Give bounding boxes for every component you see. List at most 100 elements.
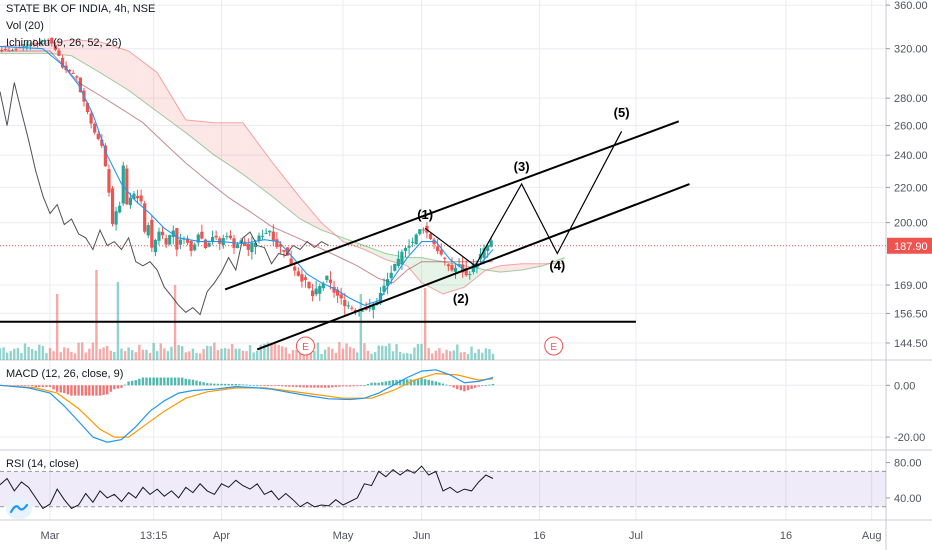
macd-histogram-bar <box>123 384 127 386</box>
time-axis-label: May <box>333 530 354 542</box>
ichimoku-cloud-segment <box>78 40 86 65</box>
volume-bar <box>273 343 277 360</box>
macd-histogram-bar <box>152 377 155 386</box>
volume-bar <box>48 348 52 360</box>
rsi-axis-label: 40.00 <box>894 493 922 505</box>
volume-bar <box>398 351 402 360</box>
macd-histogram-bar <box>88 385 91 396</box>
volume-bar <box>481 352 484 360</box>
macd-histogram-bar <box>102 385 105 395</box>
volume-bar <box>102 347 105 360</box>
volume-bar <box>2 347 5 360</box>
candle-body <box>228 235 233 239</box>
candle-body <box>289 258 293 265</box>
macd-histogram-bar <box>59 385 62 393</box>
ichimoku-cloud-segment <box>64 39 72 56</box>
candle-body <box>107 169 111 193</box>
candle-body <box>400 251 404 265</box>
macd-histogram-bar <box>291 385 295 387</box>
macd-histogram-bar <box>138 378 141 386</box>
volume-bar <box>5 352 9 360</box>
macd-histogram-bar <box>234 384 237 386</box>
candle-body <box>257 235 261 241</box>
macd-histogram-bar <box>266 385 270 387</box>
macd-histogram-bar <box>395 379 398 386</box>
rsi-band <box>0 471 886 507</box>
candle-body <box>207 242 211 247</box>
volume-bar <box>134 352 137 360</box>
time-axis-label: Aug <box>862 530 882 542</box>
candle-body <box>189 240 193 251</box>
volume-bar <box>148 353 152 360</box>
volume-bar <box>431 353 434 360</box>
macd-histogram-bar <box>420 378 423 386</box>
tradingview-logo-icon-glyph <box>9 503 29 514</box>
macd-histogram-bar <box>481 385 484 387</box>
volume-bar <box>348 346 352 360</box>
candle-body <box>278 244 283 247</box>
candle-body <box>150 220 154 248</box>
macd-histogram-bar <box>413 379 416 386</box>
macd-histogram-bar <box>398 379 402 386</box>
macd-histogram-bar <box>363 385 366 387</box>
macd-histogram-bar <box>38 385 41 388</box>
macd-histogram-bar <box>238 384 241 386</box>
candle-body <box>71 72 75 74</box>
candle-body <box>28 45 32 47</box>
volume-bar <box>59 352 62 360</box>
candle-body <box>239 240 243 244</box>
macd-histogram-bar <box>213 383 216 386</box>
macd-histogram-bar <box>41 385 45 388</box>
volume-bar <box>248 345 252 360</box>
volume-bar <box>195 352 198 360</box>
macd-histogram-bar <box>134 380 137 386</box>
volume-bar <box>181 346 184 360</box>
macd-histogram-bar <box>163 377 166 386</box>
macd-histogram-bar <box>70 385 73 396</box>
volume-bar <box>84 352 87 360</box>
macd-histogram-bar <box>227 383 230 386</box>
candle-body <box>361 310 365 312</box>
macd-histogram-bar <box>256 385 259 387</box>
volume-bar <box>80 342 84 360</box>
price-axis-label: 320.00 <box>894 44 928 56</box>
ichimoku-cloud-segment <box>221 122 229 165</box>
volume-bar <box>427 348 430 360</box>
macd-histogram-bar <box>113 385 116 390</box>
candle-body <box>450 264 454 271</box>
candle-body <box>418 229 422 235</box>
ichimoku-cloud-segment <box>435 260 443 294</box>
last-price-tag <box>887 237 932 254</box>
tradingview-logo-icon[interactable] <box>6 497 32 519</box>
volume-bar <box>384 346 388 360</box>
volume-bar <box>177 344 180 360</box>
macd-histogram-bar <box>341 385 345 387</box>
earnings-icon-label: E <box>550 342 557 353</box>
volume-bar <box>188 351 191 360</box>
candle-body <box>39 41 43 43</box>
macd-histogram-bar <box>288 385 291 387</box>
candle-body <box>114 211 118 225</box>
ichimoku-span-b-line <box>0 39 565 295</box>
macd-histogram-bar <box>95 385 98 396</box>
ichimoku-cloud-segment <box>114 46 122 86</box>
volume-bar <box>159 343 162 360</box>
candle-body <box>175 228 179 250</box>
macd-histogram-bar <box>63 385 66 394</box>
macd-line <box>0 369 494 443</box>
volume-bar <box>41 346 45 360</box>
candle-body <box>321 283 325 289</box>
candle-body <box>89 113 93 124</box>
macd-histogram-bar <box>348 385 352 387</box>
volume-bar <box>256 350 259 360</box>
volume-bar <box>456 344 459 360</box>
volume-bar <box>223 348 227 360</box>
ichimoku-legend: Ichimoku (9, 26, 52, 26) <box>6 37 122 49</box>
macd-histogram-bar <box>309 385 313 388</box>
price-axis-label: 200.00 <box>894 218 928 230</box>
volume-bar <box>491 353 495 360</box>
volume-bar <box>488 349 491 360</box>
volume-bar <box>109 350 112 360</box>
candle-body <box>336 289 340 296</box>
